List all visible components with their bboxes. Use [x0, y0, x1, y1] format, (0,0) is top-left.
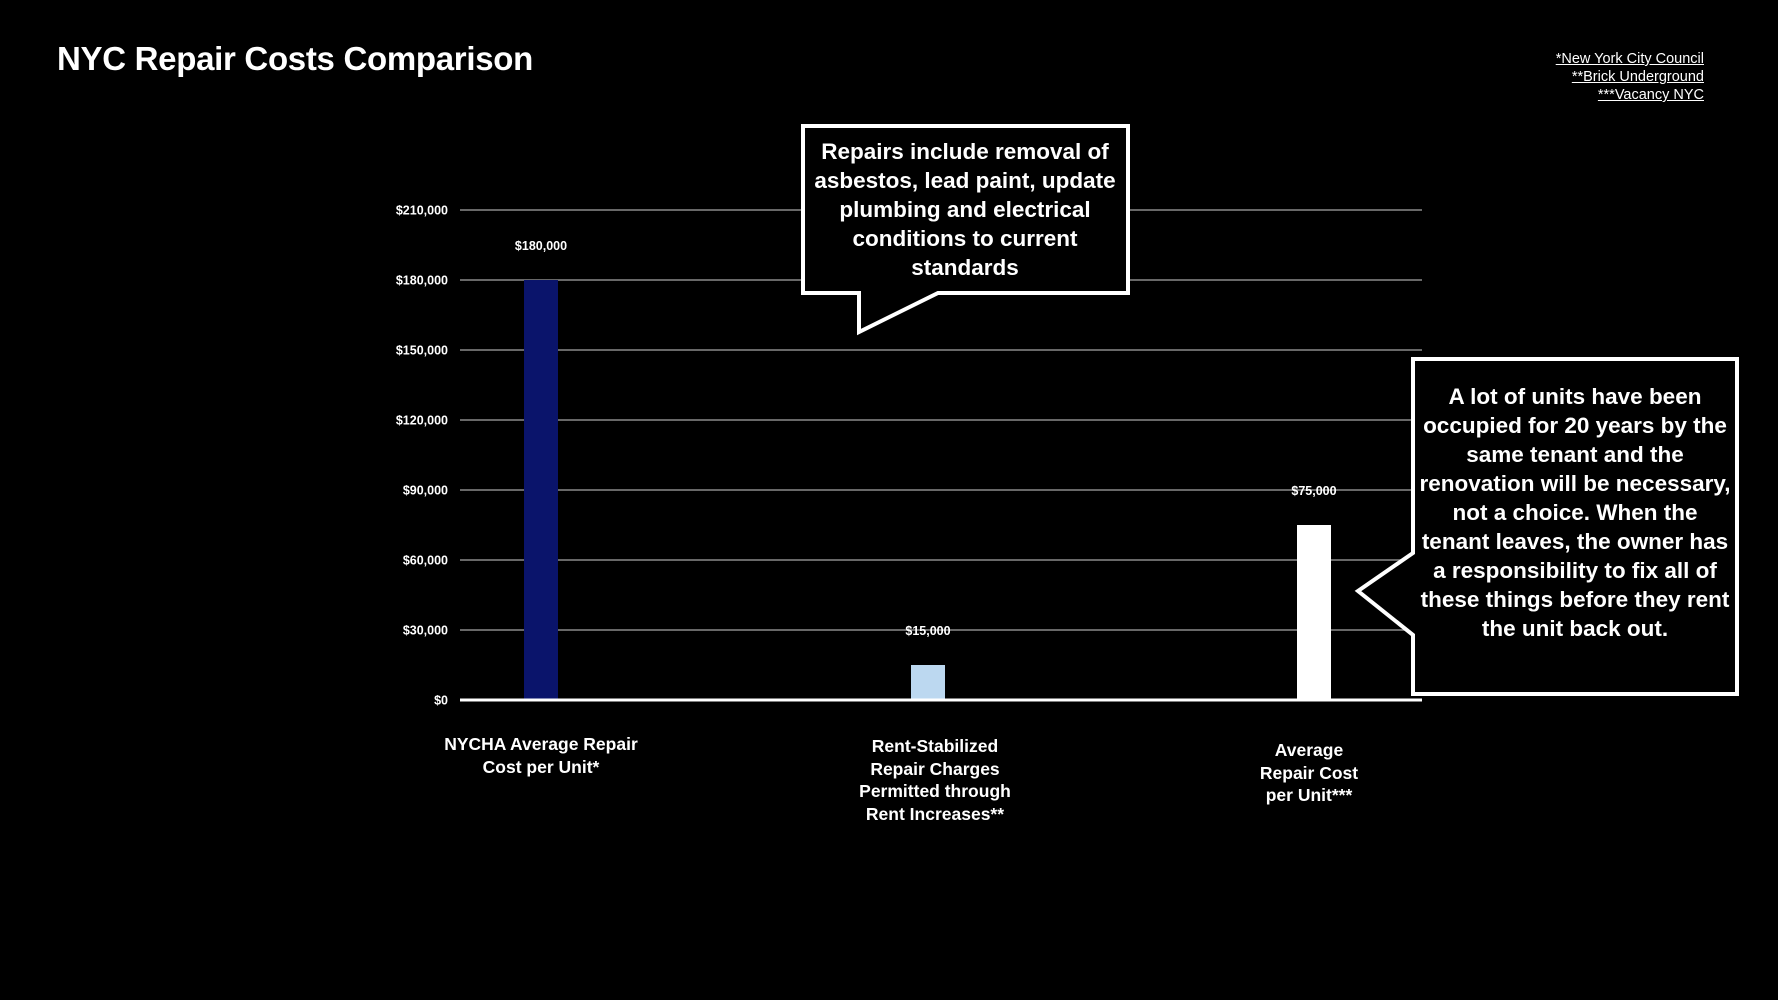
data-labels: $180,000 $15,000 $75,000: [515, 239, 1337, 638]
y-tick-label: $150,000: [396, 343, 448, 357]
data-label-1: $15,000: [905, 624, 950, 638]
chart-title: NYC Repair Costs Comparison: [57, 40, 533, 77]
source-link-brick-underground[interactable]: **Brick Underground: [1571, 69, 1704, 85]
y-tick-label: $60,000: [403, 553, 448, 567]
source-link-new-york-city-council[interactable]: *New York City Council: [1555, 51, 1704, 67]
y-tick-label: $120,000: [396, 413, 448, 427]
bar-2: [1297, 525, 1331, 700]
y-tick-label: $210,000: [396, 203, 448, 217]
y-tick-label: $180,000: [396, 273, 448, 287]
data-label-0: $180,000: [515, 239, 567, 253]
bar-1: [911, 665, 945, 700]
callout-1-text: Repairs include removal of asbestos, lea…: [814, 139, 1116, 280]
category-label-average-repair: Average Repair Cost per Unit***: [1259, 740, 1359, 805]
callout-2-text: A lot of units have been occupied for 20…: [1419, 384, 1731, 641]
callout-1-bubble: [801, 124, 1130, 336]
bar-0: [524, 280, 558, 700]
callout-2-bubble: [1354, 357, 1739, 696]
y-tick-label: $30,000: [403, 623, 448, 637]
sources-list: *New York City Council **Brick Undergrou…: [1556, 50, 1704, 104]
y-tick-label: $0: [434, 693, 448, 707]
data-label-2: $75,000: [1291, 484, 1336, 498]
y-tick-label: $90,000: [403, 483, 448, 497]
category-label-rent-stabilized: Rent-Stabilized Repair Charges Permitted…: [859, 736, 1011, 824]
bars: [524, 280, 1331, 700]
source-link-vacancy-nyc[interactable]: ***Vacancy NYC: [1597, 87, 1704, 103]
y-axis-ticks: $0 $30,000 $60,000 $90,000 $120,000 $150,000 $…: [396, 203, 448, 707]
category-label-nycha: NYCHA Average Repair Cost per Unit*: [444, 734, 638, 777]
